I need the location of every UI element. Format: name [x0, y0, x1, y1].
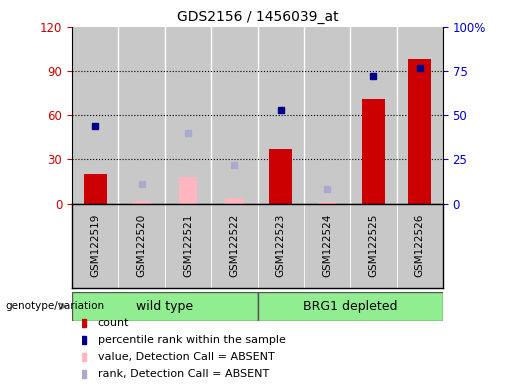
- Bar: [72, 292, 258, 321]
- Bar: [397, 204, 443, 288]
- Text: genotype/variation: genotype/variation: [5, 301, 104, 311]
- Bar: [72, 27, 118, 204]
- Bar: [304, 27, 350, 204]
- Bar: [118, 27, 165, 204]
- Bar: [304, 204, 350, 288]
- Bar: [72, 204, 118, 288]
- Text: GDS2156 / 1456039_at: GDS2156 / 1456039_at: [177, 10, 338, 23]
- Text: GSM122520: GSM122520: [136, 214, 147, 277]
- Bar: [165, 27, 211, 204]
- Bar: [211, 204, 258, 288]
- Text: GSM122524: GSM122524: [322, 214, 332, 278]
- Text: GSM122521: GSM122521: [183, 214, 193, 278]
- Bar: [84, 174, 107, 204]
- Text: rank, Detection Call = ABSENT: rank, Detection Call = ABSENT: [98, 369, 269, 379]
- Text: percentile rank within the sample: percentile rank within the sample: [98, 335, 286, 345]
- Text: GSM122526: GSM122526: [415, 214, 425, 278]
- Bar: [408, 59, 431, 204]
- Text: GSM122519: GSM122519: [90, 214, 100, 278]
- Text: count: count: [98, 318, 129, 328]
- Text: wild type: wild type: [136, 300, 193, 313]
- Bar: [350, 27, 397, 204]
- Text: GSM122525: GSM122525: [368, 214, 379, 278]
- Text: value, Detection Call = ABSENT: value, Detection Call = ABSENT: [98, 352, 274, 362]
- Text: GSM122523: GSM122523: [276, 214, 286, 278]
- Bar: [258, 292, 443, 321]
- Bar: [397, 27, 443, 204]
- Bar: [132, 200, 151, 204]
- Text: GSM122522: GSM122522: [229, 214, 239, 278]
- Bar: [318, 202, 336, 204]
- Bar: [211, 27, 258, 204]
- Bar: [258, 27, 304, 204]
- Bar: [165, 204, 211, 288]
- Bar: [362, 99, 385, 204]
- Bar: [269, 149, 293, 204]
- Bar: [118, 204, 165, 288]
- Bar: [225, 198, 244, 204]
- Bar: [350, 204, 397, 288]
- Text: BRG1 depleted: BRG1 depleted: [303, 300, 398, 313]
- Bar: [258, 204, 304, 288]
- Bar: [179, 177, 197, 204]
